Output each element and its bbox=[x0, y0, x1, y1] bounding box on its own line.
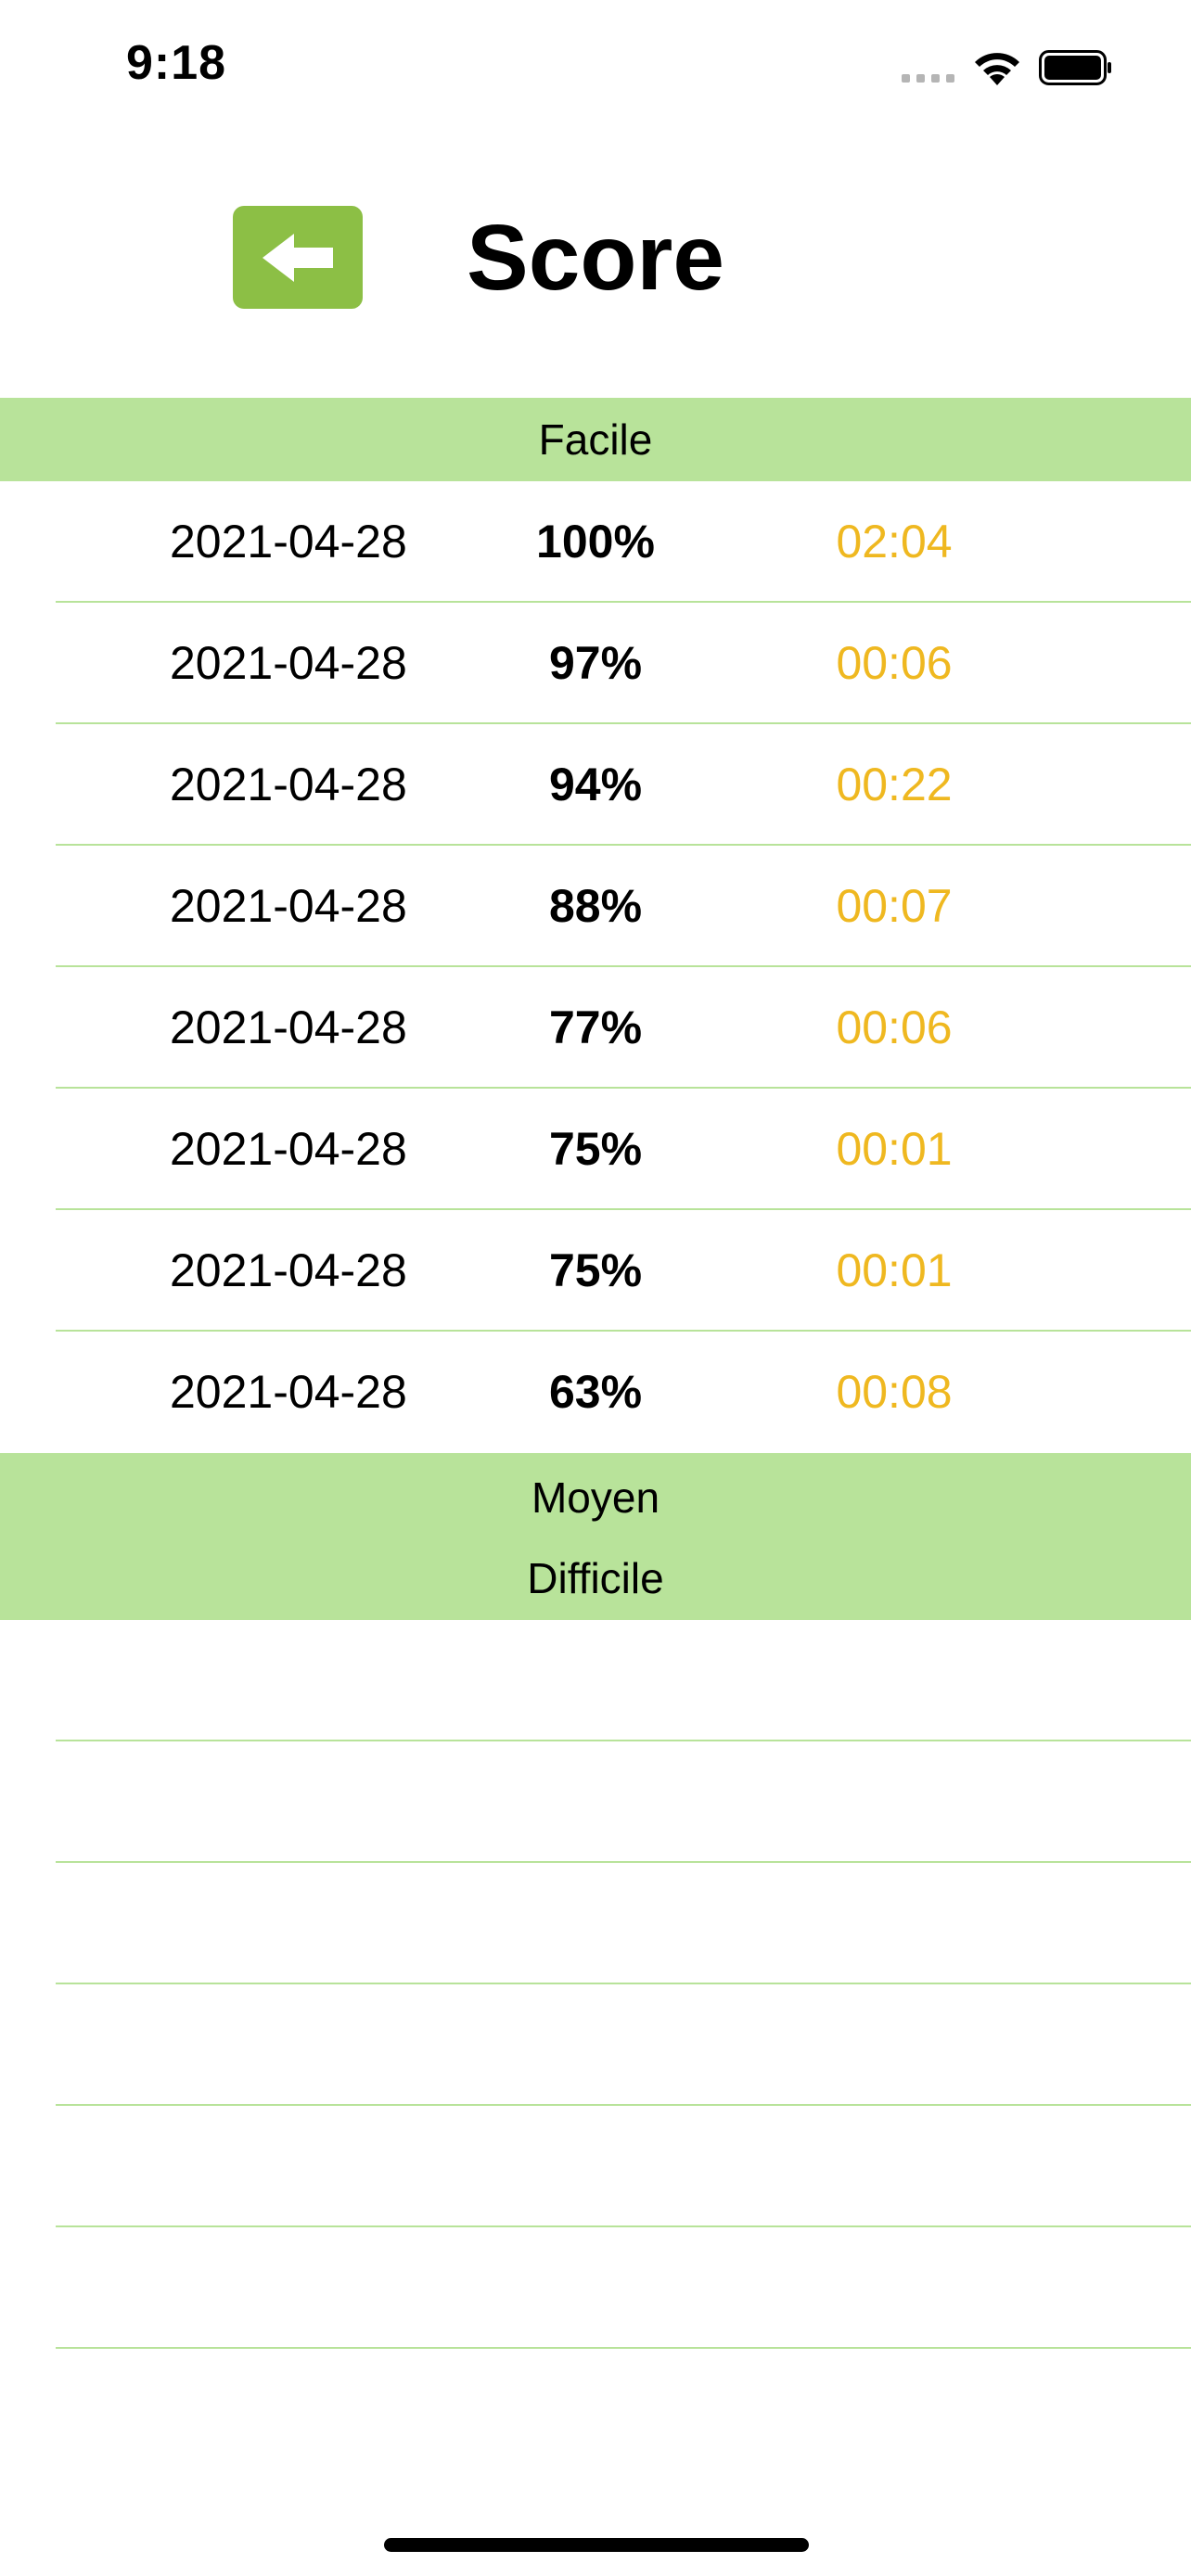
row-divider bbox=[56, 844, 1191, 846]
table-row[interactable]: 2021-04-28 77% 00:06 bbox=[0, 967, 1191, 1089]
row-score: 88% bbox=[548, 879, 643, 932]
row-date: 2021-04-28 bbox=[170, 758, 407, 810]
empty-row bbox=[0, 2106, 1191, 2227]
page-title: Score bbox=[467, 206, 724, 310]
empty-row bbox=[0, 2227, 1191, 2349]
section-header-difficile: Difficile bbox=[0, 1537, 1191, 1620]
row-date: 2021-04-28 bbox=[170, 879, 407, 932]
section-title: Moyen bbox=[531, 1473, 660, 1522]
table-row[interactable]: 2021-04-28 100% 02:04 bbox=[0, 481, 1191, 603]
row-divider bbox=[56, 2104, 1191, 2106]
battery-icon bbox=[1039, 50, 1111, 85]
row-time: 00:01 bbox=[836, 1122, 953, 1175]
table-row[interactable]: 2021-04-28 63% 00:08 bbox=[0, 1332, 1191, 1453]
row-score: 100% bbox=[536, 515, 655, 567]
home-indicator[interactable] bbox=[384, 2538, 809, 2552]
section-title: Difficile bbox=[527, 1554, 664, 1602]
signal-icon bbox=[902, 74, 954, 83]
section-header-facile: Facile bbox=[0, 398, 1191, 481]
row-divider bbox=[56, 1983, 1191, 1984]
status-bar: 9:18 bbox=[0, 0, 1191, 130]
row-score: 63% bbox=[548, 1365, 643, 1418]
table-row[interactable]: 2021-04-28 97% 00:06 bbox=[0, 603, 1191, 724]
row-score: 94% bbox=[548, 758, 643, 810]
empty-row bbox=[0, 1984, 1191, 2106]
row-divider bbox=[56, 1087, 1191, 1089]
row-time: 00:06 bbox=[836, 636, 953, 689]
row-time: 02:04 bbox=[836, 515, 953, 567]
row-divider bbox=[56, 2225, 1191, 2227]
row-time: 00:22 bbox=[836, 758, 953, 810]
row-time: 00:08 bbox=[836, 1365, 953, 1418]
row-time: 00:07 bbox=[836, 879, 953, 932]
row-divider bbox=[56, 601, 1191, 603]
table-row[interactable]: 2021-04-28 88% 00:07 bbox=[0, 846, 1191, 967]
row-time: 00:01 bbox=[836, 1243, 953, 1296]
row-score: 75% bbox=[548, 1243, 643, 1296]
row-score: 97% bbox=[548, 636, 643, 689]
row-divider bbox=[56, 965, 1191, 967]
empty-row bbox=[0, 1620, 1191, 1741]
row-score: 75% bbox=[548, 1122, 643, 1175]
section-header-moyen: Moyen bbox=[0, 1453, 1191, 1537]
row-divider bbox=[56, 1740, 1191, 1741]
back-button[interactable] bbox=[233, 206, 363, 309]
row-divider bbox=[56, 2347, 1191, 2349]
row-time: 00:06 bbox=[836, 1001, 953, 1053]
status-time: 9:18 bbox=[126, 36, 227, 90]
row-date: 2021-04-28 bbox=[170, 1001, 407, 1053]
table-row[interactable]: 2021-04-28 94% 00:22 bbox=[0, 724, 1191, 846]
row-divider bbox=[56, 1208, 1191, 1210]
row-date: 2021-04-28 bbox=[170, 636, 407, 689]
empty-row bbox=[0, 1863, 1191, 1984]
row-date: 2021-04-28 bbox=[170, 1365, 407, 1418]
empty-row bbox=[0, 1741, 1191, 1863]
row-divider bbox=[56, 722, 1191, 724]
row-score: 77% bbox=[548, 1001, 643, 1053]
table-row[interactable]: 2021-04-28 75% 00:01 bbox=[0, 1210, 1191, 1332]
row-date: 2021-04-28 bbox=[170, 515, 407, 567]
row-divider bbox=[56, 1861, 1191, 1863]
row-date: 2021-04-28 bbox=[170, 1122, 407, 1175]
section-title: Facile bbox=[538, 415, 653, 464]
row-date: 2021-04-28 bbox=[170, 1243, 407, 1296]
wifi-icon bbox=[975, 53, 1019, 85]
arrow-left-icon bbox=[263, 233, 333, 282]
row-divider bbox=[56, 1330, 1191, 1332]
table-row[interactable]: 2021-04-28 75% 00:01 bbox=[0, 1089, 1191, 1210]
